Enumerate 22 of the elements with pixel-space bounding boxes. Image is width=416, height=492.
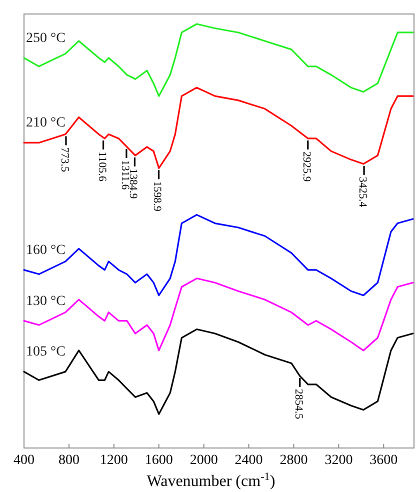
series-label: 160 °C <box>26 242 66 258</box>
annotation: 773.5 <box>58 147 70 172</box>
annotation: 1598.9 <box>151 181 164 212</box>
annotation: 1105.6 <box>96 151 108 182</box>
x-tick-label: 2400 <box>234 452 263 468</box>
x-tick-label: 2800 <box>280 452 308 468</box>
x-tick-label: 3600 <box>370 452 398 468</box>
x-tick-label: 400 <box>14 452 34 468</box>
annotation: 3425.4 <box>356 176 369 208</box>
annotation: 2854.5 <box>292 388 304 420</box>
annotation: 1311.6 <box>118 160 131 190</box>
x-tick-label: 800 <box>58 452 80 468</box>
series-label: 210 °C <box>26 116 66 131</box>
annotation: 2925.9 <box>300 151 312 182</box>
x-tick-label: 2000 <box>190 452 218 468</box>
series-label: 250 °C <box>26 30 66 46</box>
series-label: 130 °C <box>26 294 66 309</box>
x-tick-label: 1600 <box>144 452 173 468</box>
x-tick-label: 3200 <box>324 452 353 468</box>
series-label: 105 °C <box>26 344 66 360</box>
x-tick-label: 1200 <box>100 452 128 468</box>
x-axis-title: Wavenumber (cm$^{-1}$) <box>146 471 276 490</box>
